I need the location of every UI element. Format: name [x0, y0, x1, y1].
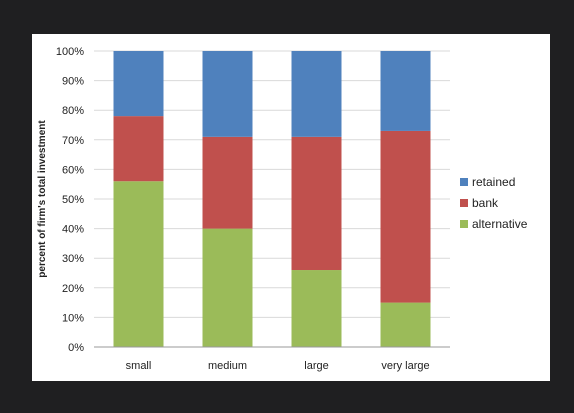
y-tick-label: 10% [62, 312, 84, 324]
bar-segment-retained [202, 51, 253, 137]
bar-segment-retained [113, 51, 164, 117]
bar-segment-bank [380, 130, 431, 303]
legend-swatch-retained [460, 178, 468, 186]
x-tick-label: medium [208, 360, 247, 372]
y-tick-label: 0% [68, 342, 84, 354]
y-tick-label: 20% [62, 283, 84, 295]
legend-label-retained: retained [472, 175, 515, 189]
y-tick-label: 60% [62, 164, 84, 176]
bar-segment-alternative [380, 302, 431, 347]
x-tick-label: large [304, 360, 328, 372]
y-tick-label: 80% [62, 105, 84, 117]
y-tick-label: 30% [62, 253, 84, 265]
bar-segment-retained [291, 51, 342, 137]
x-tick-label: small [126, 360, 152, 372]
y-axis-label: percent of firm's total investment [37, 120, 48, 278]
x-tick-label: very large [381, 360, 429, 372]
bar-segment-alternative [113, 181, 164, 347]
y-tick-label: 40% [62, 224, 84, 236]
bar-segment-bank [291, 136, 342, 271]
y-tick-label: 50% [62, 194, 84, 206]
bar-segment-retained [380, 51, 431, 131]
legend-label-alternative: alternative [472, 217, 528, 231]
y-tick-label: 100% [56, 46, 84, 58]
legend-swatch-bank [460, 199, 468, 207]
bar-segment-bank [202, 136, 253, 229]
x-axis-ticks: small medium large very large [126, 360, 430, 372]
y-tick-label: 90% [62, 76, 84, 88]
chart-panel: 0% 10% 20% 30% 40% 50% 60% 70% 80% 90% 100% percen… [32, 34, 550, 381]
legend-label-bank: bank [472, 196, 499, 210]
bar-segment-alternative [291, 270, 342, 347]
y-tick-label: 70% [62, 135, 84, 147]
bars [113, 51, 431, 347]
legend-swatch-alternative [460, 220, 468, 228]
bar-segment-bank [113, 116, 164, 182]
legend: retained bank alternative [460, 175, 528, 231]
bar-segment-alternative [202, 228, 253, 347]
y-axis-ticks: 0% 10% 20% 30% 40% 50% 60% 70% 80% 90% 100% [56, 46, 84, 354]
stacked-bar-chart: 0% 10% 20% 30% 40% 50% 60% 70% 80% 90% 100% percen… [37, 46, 528, 372]
